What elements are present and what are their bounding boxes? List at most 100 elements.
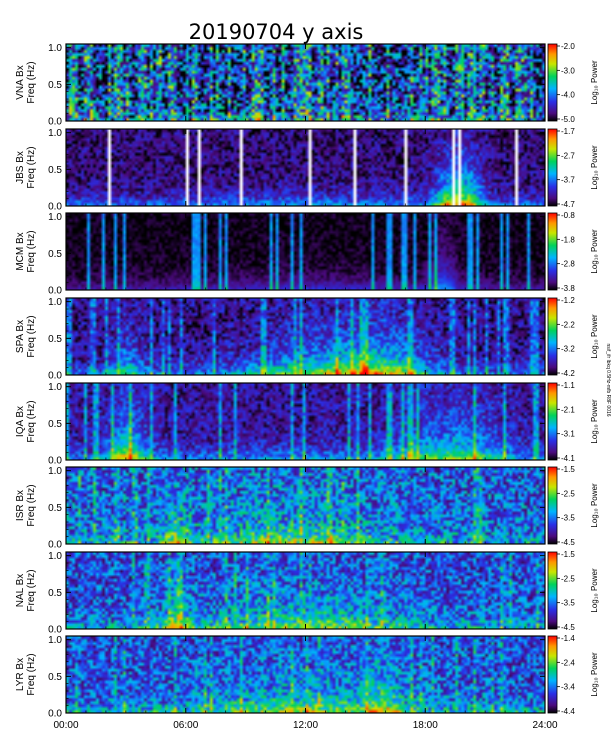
y-axis-station-label: JBS Bx xyxy=(15,151,26,184)
colorbar xyxy=(547,128,558,207)
y-axis-station-label: NAL Bx xyxy=(15,574,26,608)
spectrogram-image xyxy=(66,298,545,375)
y-tick-label: 0.5 xyxy=(48,503,62,514)
colorbar xyxy=(547,382,558,461)
y-tick-label: 1.0 xyxy=(48,43,62,54)
colorbar-tick-label: -3.4 xyxy=(561,683,575,692)
colorbar-tick-label: -1.8 xyxy=(561,235,575,244)
x-tick-label: 24:00 xyxy=(532,720,557,731)
colorbar-label: Log₁₀ Power xyxy=(590,483,599,528)
colorbar-tick-label: -3.0 xyxy=(561,66,575,75)
colorbar-tick-label: -4.5 xyxy=(561,538,575,547)
colorbar xyxy=(547,635,558,714)
y-tick-label: 0.0 xyxy=(48,625,62,636)
colorbar xyxy=(547,466,558,545)
spectrogram-image xyxy=(66,129,545,206)
colorbar-tick-label: -2.4 xyxy=(561,658,575,667)
y-tick-label: 0.0 xyxy=(48,202,62,213)
panel-nal: 0.0 0.5 1.0 NAL Bx Freq (Hz) -1.5 -2.5 -3.5 -4.5… xyxy=(15,550,599,636)
colorbar-tick-label: -1.7 xyxy=(561,127,575,136)
y-axis-freq-label: Freq (Hz) xyxy=(26,146,37,188)
colorbar-label: Log₁₀ Power xyxy=(590,314,599,359)
y-tick-label: 0.0 xyxy=(48,286,62,297)
x-tick-label: 00:00 xyxy=(53,720,78,731)
panel-lyr: 0.0 0.5 1.0 LYR Bx Freq (Hz) -1.4 -2.4 -3.4 -4.4… xyxy=(15,634,599,720)
colorbar-tick-label: -1.5 xyxy=(561,465,575,474)
y-tick-label: 0.0 xyxy=(48,540,62,551)
colorbar-tick-label: -1.2 xyxy=(561,296,575,305)
y-axis-station-label: IQA Bx xyxy=(15,406,26,437)
y-tick-label: 0.5 xyxy=(48,588,62,599)
y-tick-label: 0.0 xyxy=(48,117,62,128)
y-tick-label: 0.0 xyxy=(48,709,62,720)
colorbar-tick-label: -4.0 xyxy=(561,91,575,100)
y-tick-label: 1.0 xyxy=(48,212,62,223)
spectrogram-image xyxy=(66,383,545,460)
y-tick-label: 0.5 xyxy=(48,165,62,176)
y-tick-label: 0.5 xyxy=(48,334,62,345)
colorbar-label: Log₁₀ Power xyxy=(590,568,599,613)
x-tick-label: 12:00 xyxy=(293,720,318,731)
y-tick-label: 1.0 xyxy=(48,551,62,562)
panel-iqa: 0.0 0.5 1.0 IQA Bx Freq (Hz) -1.1 -2.1 -3.1 -4.1… xyxy=(15,381,599,467)
spectrogram-image xyxy=(66,552,545,629)
colorbar-tick-label: -3.5 xyxy=(561,514,575,523)
colorbar-tick-label: -2.5 xyxy=(561,574,575,583)
panel-mcm: 0.0 0.5 1.0 MCM Bx Freq (Hz) -0.8 -1.8 -2.8 -3.8… xyxy=(15,211,599,297)
y-axis-freq-label: Freq (Hz) xyxy=(26,569,37,611)
colorbar-tick-label: -3.5 xyxy=(561,599,575,608)
y-axis-freq-label: Freq (Hz) xyxy=(26,230,37,272)
y-tick-label: 0.0 xyxy=(48,456,62,467)
x-tick-label: 06:00 xyxy=(173,720,198,731)
colorbar xyxy=(547,297,558,376)
colorbar-tick-label: -2.2 xyxy=(561,320,575,329)
y-axis-freq-label: Freq (Hz) xyxy=(26,61,37,103)
colorbar-tick-label: -4.5 xyxy=(561,623,575,632)
colorbar-tick-label: -3.2 xyxy=(561,345,575,354)
colorbar-tick-label: -0.8 xyxy=(561,211,575,220)
colorbar-label: Log₁₀ Power xyxy=(590,652,599,697)
y-tick-label: 1.0 xyxy=(48,297,62,308)
y-axis-freq-label: Freq (Hz) xyxy=(26,653,37,695)
y-axis-freq-label: Freq (Hz) xyxy=(26,315,37,357)
colorbar-label: Log₁₀ Power xyxy=(590,229,599,274)
y-tick-label: 0.5 xyxy=(48,672,62,683)
chart-title: 20190704 y axis xyxy=(189,20,364,44)
colorbar-tick-label: -4.1 xyxy=(561,454,575,463)
spectrogram-image xyxy=(66,636,545,713)
colorbar-tick-label: -2.5 xyxy=(561,489,575,498)
colorbar-tick-label: -1.5 xyxy=(561,550,575,559)
y-axis-station-label: VNA Bx xyxy=(15,65,26,99)
colorbar-tick-label: -4.2 xyxy=(561,369,575,378)
colorbar-tick-label: -4.7 xyxy=(561,200,575,209)
colorbar-tick-label: -2.1 xyxy=(561,405,575,414)
y-tick-label: 0.5 xyxy=(48,419,62,430)
colorbar-label: Log₁₀ Power xyxy=(590,60,599,105)
y-axis-freq-label: Freq (Hz) xyxy=(26,484,37,526)
y-axis-station-label: SPA Bx xyxy=(15,320,26,353)
colorbar xyxy=(547,551,558,630)
side-note: nsif_ifr lbkq 0.5Hz-mfb R8F 0016 xyxy=(605,343,611,416)
colorbar xyxy=(547,43,558,122)
panel-jbs: 0.0 0.5 1.0 JBS Bx Freq (Hz) -1.7 -2.7 -3.7 -4.7… xyxy=(15,127,599,213)
spectrogram-image xyxy=(66,44,545,121)
colorbar-tick-label: -3.8 xyxy=(561,284,575,293)
y-tick-label: 0.5 xyxy=(48,80,62,91)
colorbar-tick-label: -4.4 xyxy=(561,707,575,716)
y-tick-label: 0.0 xyxy=(48,371,62,382)
panel-isr: 0.0 0.5 1.0 ISR Bx Freq (Hz) -1.5 -2.5 -3.5 -4.5… xyxy=(15,465,599,551)
colorbar xyxy=(547,212,558,291)
colorbar-tick-label: -3.7 xyxy=(561,176,575,185)
y-tick-label: 0.5 xyxy=(48,249,62,260)
colorbar-tick-label: -5.0 xyxy=(561,115,575,124)
y-axis-station-label: ISR Bx xyxy=(15,490,26,521)
y-tick-label: 1.0 xyxy=(48,635,62,646)
colorbar-label: Log₁₀ Power xyxy=(590,145,599,190)
y-tick-label: 1.0 xyxy=(48,128,62,139)
panel-spa: 0.0 0.5 1.0 SPA Bx Freq (Hz) -1.2 -2.2 -3.2 -4.2… xyxy=(15,296,599,382)
spectrogram-image xyxy=(66,467,545,544)
x-tick-label: 18:00 xyxy=(413,720,438,731)
colorbar-tick-label: -2.8 xyxy=(561,260,575,269)
colorbar-tick-label: -2.7 xyxy=(561,151,575,160)
